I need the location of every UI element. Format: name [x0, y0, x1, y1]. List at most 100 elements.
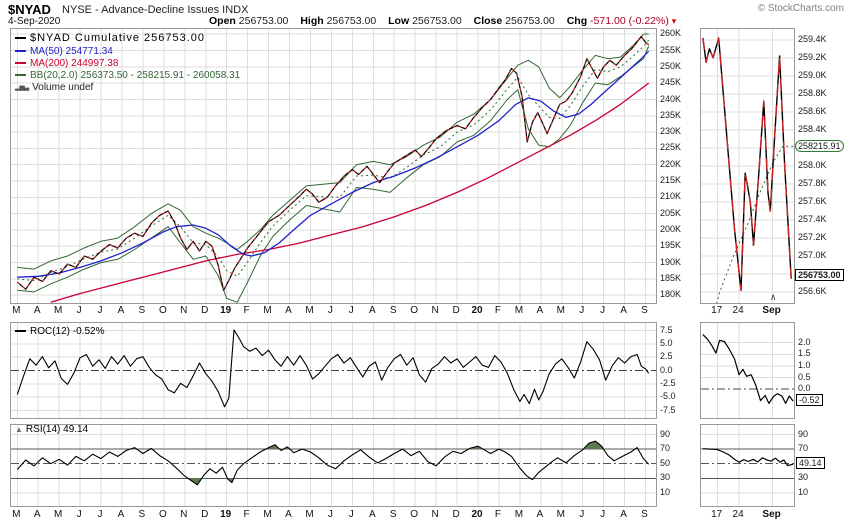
bb-legend-label: BB(20,2.0) 256373.50 - 258215.91 - 26005… [30, 69, 241, 81]
axis-tick-label: O [159, 305, 167, 316]
axis-tick-label: 230K [660, 126, 682, 137]
axis-tick-label: 220K [660, 158, 682, 169]
high-value: 256753.00 [326, 15, 377, 27]
roc-y-axis: 7.5 5.0 2.5 0.0 -2.5 -5.0 -7.5 [657, 322, 697, 417]
axis-tick-label: 1.5 [798, 348, 811, 359]
axis-tick-label: 257.0K [798, 250, 827, 261]
ma50-legend-swatch [15, 50, 26, 52]
axis-tick-label: 20 [471, 305, 483, 316]
axis-tick-label: 90 [798, 428, 809, 439]
axis-tick-label: A [620, 305, 627, 316]
chart-header: $NYAD NYSE - Advance-Decline Issues INDX… [0, 0, 850, 28]
axis-tick-label: 30 [660, 472, 671, 483]
axis-tick-label: 2.5 [660, 351, 673, 362]
axis-tick-label: M [54, 305, 63, 316]
axis-tick-label: -7.5 [660, 404, 676, 415]
axis-tick-label: 259.0K [798, 69, 827, 80]
axis-tick-label: J [579, 509, 585, 520]
axis-tick-label: 245K [660, 77, 682, 88]
axis-tick-label: Sep [762, 305, 781, 316]
quote-date: 4-Sep-2020 [8, 16, 61, 27]
axis-tick-label: N [431, 305, 439, 316]
price-legend-label: $NYAD Cumulative 256753.00 [30, 32, 205, 44]
axis-tick-label: S [138, 509, 146, 520]
axis-tick-label: 24 [732, 509, 744, 520]
axis-tick-label: M [263, 509, 272, 520]
axis-tick-label: M [54, 509, 63, 520]
low-value: 256753.00 [412, 15, 462, 27]
axis-tick-label: M [305, 305, 314, 316]
axis-tick-label: S [641, 305, 648, 316]
axis-tick-label: M [12, 305, 21, 316]
symbol-label: $NYAD [8, 2, 51, 17]
axis-tick-label: J [600, 305, 606, 316]
axis-tick-label: A [368, 509, 376, 520]
axis-tick-label: J [348, 305, 354, 316]
axis-tick-label: 257.6K [798, 196, 827, 207]
close-label: Close [473, 15, 503, 27]
axis-tick-label: 240K [660, 93, 682, 104]
price-legend-swatch [15, 37, 26, 39]
axis-tick-label: D [452, 305, 460, 316]
axis-tick-label: J [97, 305, 103, 316]
axis-tick-label: A [285, 305, 292, 316]
axis-tick-label: -2.5 [660, 377, 676, 388]
roc-indicator-chart: ROC(12) -0.52% [10, 322, 657, 419]
recent-x-axis: 17 24 Sep [700, 304, 793, 317]
axis-callout-label: 256753.00 [795, 269, 844, 281]
axis-tick-label: 185K [660, 272, 682, 283]
axis-tick-label: N [431, 509, 439, 520]
axis-tick-label: -5.0 [660, 391, 676, 402]
axis-tick-label: 7.5 [660, 324, 673, 335]
axis-tick-label: 17 [711, 305, 723, 316]
axis-tick-label: 255K [660, 44, 682, 55]
axis-tick-label: 0.0 [798, 383, 811, 393]
ma200-legend-swatch [15, 62, 26, 64]
axis-tick-label: M [514, 509, 524, 520]
axis-tick-label: S [389, 509, 397, 520]
axis-tick-label: 225K [660, 142, 682, 153]
axis-tick-label: 2.0 [798, 336, 811, 347]
axis-tick-label: 0.5 [798, 371, 811, 382]
axis-tick-label: A [536, 305, 544, 316]
axis-tick-label: 205K [660, 207, 682, 218]
main-price-chart: $NYAD Cumulative 256753.00 MA(50) 254771… [10, 28, 657, 304]
axis-tick-label: 17 [711, 509, 723, 520]
axis-tick-label: N [180, 509, 188, 520]
axis-tick-label: 20 [471, 509, 483, 520]
main-x-axis: M A M J J A S O N D 19 F M A M J J A S O N D 20 F M A M J J A S [10, 304, 655, 317]
axis-tick-label: F [243, 509, 250, 520]
roc-legend-swatch [15, 330, 26, 332]
volume-legend-label: Volume undef [32, 81, 94, 93]
axis-tick-label: J [600, 509, 606, 520]
rsi-legend-label: RSI(14) 49.14 [25, 423, 89, 435]
chevron-down-icon[interactable]: ▾ [671, 16, 677, 26]
recent-price-chart: ∧ [700, 28, 795, 304]
axis-tick-label: S [641, 509, 648, 520]
axis-tick-label: 257.8K [798, 178, 827, 188]
roc-recent-chart [700, 322, 795, 419]
axis-tick-label: O [410, 509, 419, 520]
bottom-x-axis: M A M J J A S O N D 19 F M A M J J A S O N D 20 F M A M J J A S [10, 508, 655, 521]
axis-tick-label: F [494, 509, 501, 520]
axis-tick-label: J [327, 509, 333, 520]
axis-tick-label: 210K [660, 191, 682, 202]
axis-tick-label: 256.6K [798, 286, 827, 297]
axis-tick-label: 258.6K [798, 105, 827, 116]
axis-tick-label: 24 [732, 305, 744, 316]
axis-tick-label: 50 [660, 457, 671, 468]
ma50-legend-label: MA(50) 254771.34 [30, 45, 113, 57]
axis-tick-label: 258.4K [798, 123, 827, 134]
axis-tick-label: J [97, 509, 103, 520]
axis-tick-label: A [620, 509, 627, 520]
axis-tick-label: A [368, 305, 376, 316]
axis-tick-label: M [556, 509, 565, 520]
axis-tick-label: F [243, 305, 250, 316]
copyright-text: © StockCharts.com [757, 3, 844, 14]
roc-recent-y-axis: 2.0 1.5 1.0 0.5 0.0 -0.52 [795, 322, 848, 417]
axis-tick-label: 90 [660, 428, 671, 439]
axis-callout-label: 49.14 [796, 457, 825, 470]
axis-tick-label: A [285, 509, 292, 520]
axis-tick-label: 257.4K [798, 214, 827, 225]
